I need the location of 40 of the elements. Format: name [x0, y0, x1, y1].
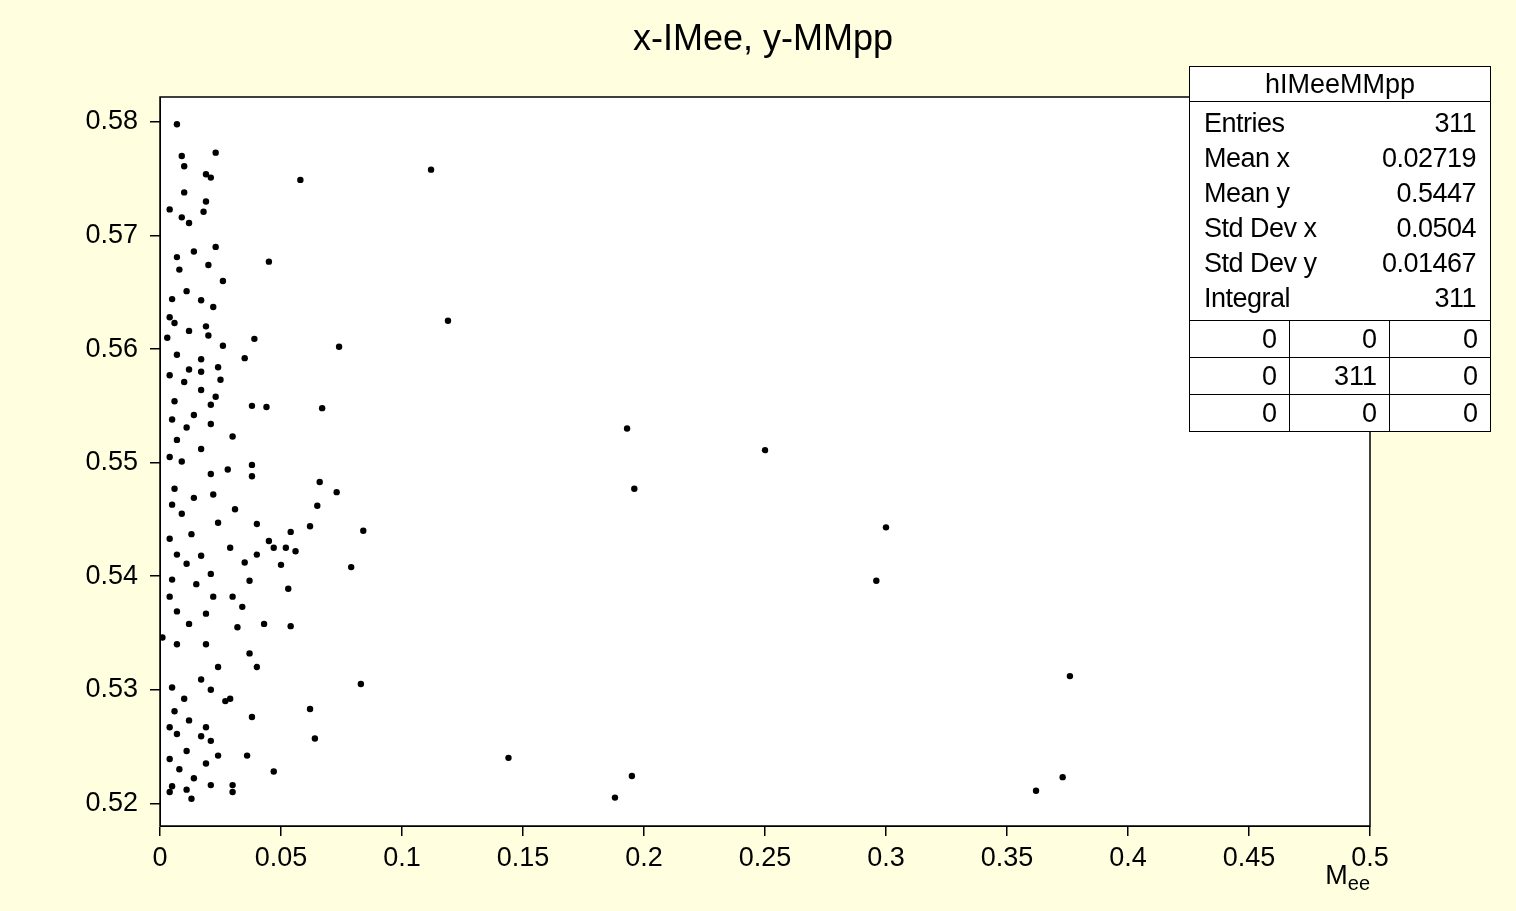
y-tick-label: 0.57 — [85, 218, 138, 249]
annotation: Std Dev x — [1204, 212, 1317, 245]
text: 0.5447 — [1396, 177, 1476, 210]
y-tick-label: 0.54 — [85, 559, 138, 590]
x-tick-label: 0.45 — [1222, 841, 1276, 872]
x-tick-label: 0.1 — [383, 841, 421, 872]
annotation: 311 — [1290, 358, 1390, 395]
annotation: Mean x — [1204, 142, 1290, 175]
annotation: hIMeeMMpp — [1190, 67, 1490, 102]
text: 311 — [1434, 282, 1476, 315]
y-tick-label: 0.55 — [85, 446, 138, 477]
x-tick-label: 0 — [152, 841, 168, 872]
annotation: 0 — [1190, 395, 1290, 431]
x-tick-label: 0.25 — [738, 841, 792, 872]
text: 0 — [1390, 321, 1490, 358]
annotation: Mean y — [1204, 177, 1290, 210]
y-tick-label: 0.56 — [85, 332, 138, 363]
x-tick-label: 0.2 — [625, 841, 663, 872]
annotation: 0 — [1190, 321, 1290, 358]
x-tick-label: 0.35 — [980, 841, 1034, 872]
annotation: Std Dev y — [1204, 247, 1317, 280]
text: 0.01467 — [1381, 247, 1476, 280]
text: 0 — [1461, 397, 1479, 430]
chart-title: x-IMee, y-MMpp — [632, 17, 894, 58]
y-tick-label: 0.58 — [85, 105, 138, 136]
annotation: 0 — [1290, 395, 1390, 431]
x-tick-label: 0.3 — [867, 841, 905, 872]
annotation: 0 — [1190, 358, 1290, 395]
text: 0 — [1390, 358, 1490, 395]
x-tick-label: 0.15 — [496, 841, 550, 872]
text: 0.0504 — [1396, 212, 1476, 245]
annotation: Entries — [1204, 107, 1285, 140]
annotation: 0 — [1290, 321, 1390, 358]
annotation: Integral — [1204, 282, 1291, 315]
x-tick-label: 0.4 — [1109, 841, 1147, 872]
y-tick-label: 0.53 — [85, 673, 138, 704]
text: 0.02719 — [1381, 142, 1476, 175]
text: 311 — [1434, 107, 1476, 140]
x-tick-label: 0.05 — [254, 841, 308, 872]
y-tick-label: 0.52 — [85, 786, 138, 817]
